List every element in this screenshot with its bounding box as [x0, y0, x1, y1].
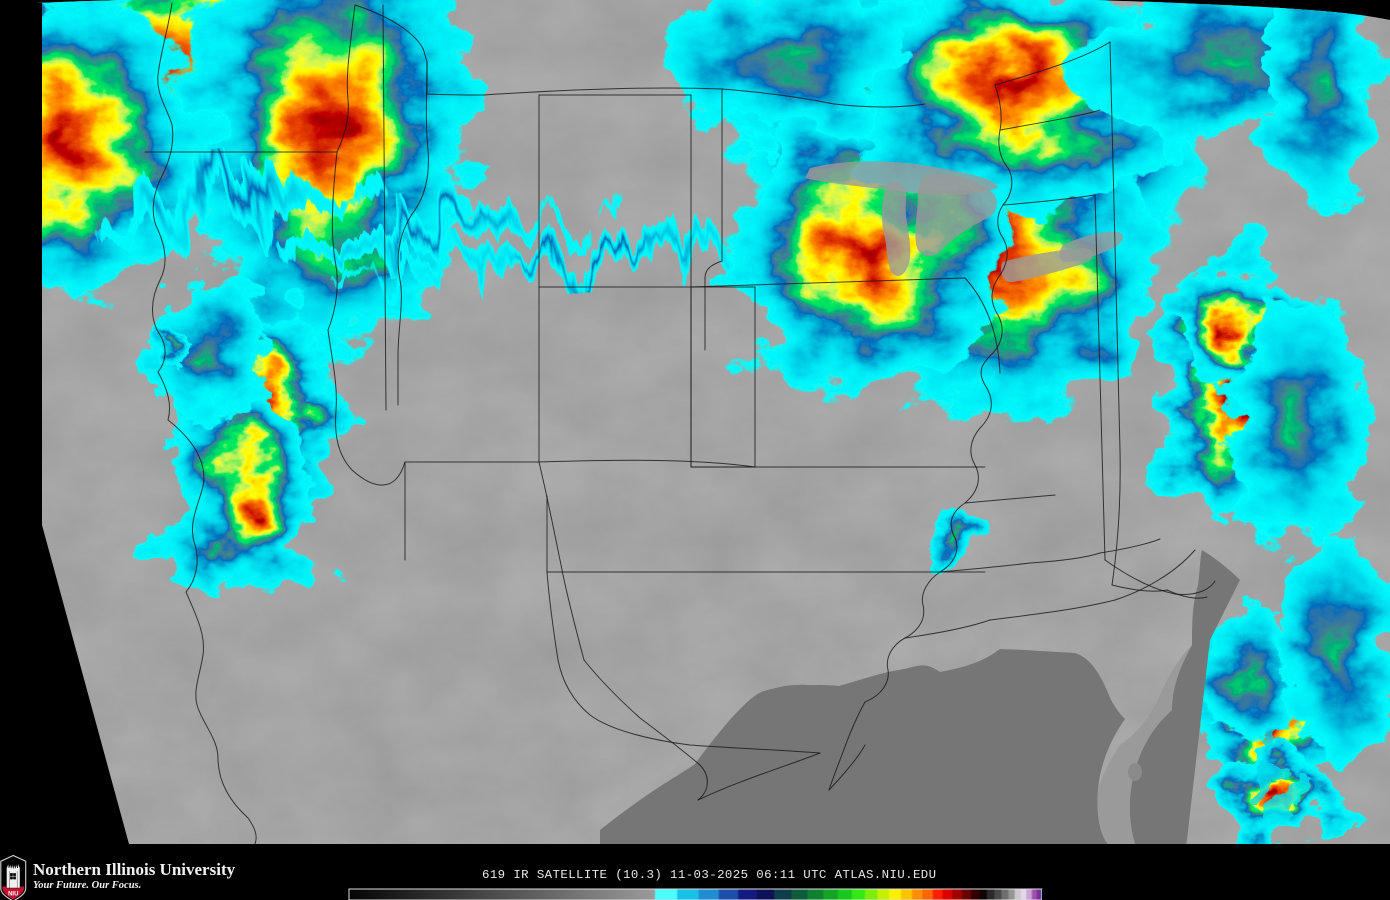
svg-text:Your Future. Our Focus.: Your Future. Our Focus.	[33, 880, 141, 891]
svg-text:Northern Illinois University: Northern Illinois University	[33, 860, 236, 879]
svg-text:NIU: NIU	[8, 891, 18, 897]
svg-text:619 IR SATELLITE (10.3) 11-03: 619 IR SATELLITE (10.3) 11-03-2025 06:11…	[482, 868, 936, 882]
